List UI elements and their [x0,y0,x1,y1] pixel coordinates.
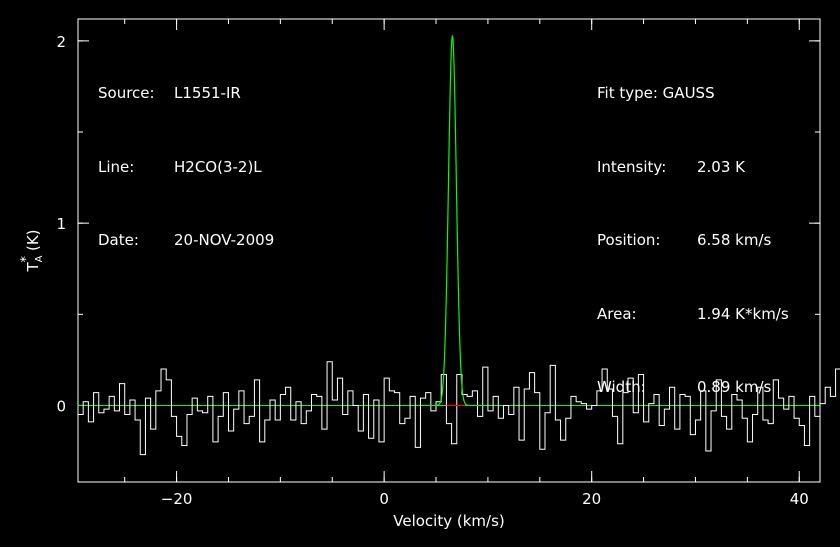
x-tick-label: 20 [582,490,601,508]
width-row: Width: 0.89 km/s [597,375,789,400]
plot-frame [77,18,821,483]
y-axis-label-main: T [24,262,42,273]
position-value: 6.58 km/s [697,231,772,249]
y-tick-label: 1 [56,215,66,233]
position-label: Position: [597,231,661,249]
date-label: Date: [98,231,139,249]
position-row: Position: 6.58 km/s [597,228,789,253]
source-value: L1551-IR [174,84,241,102]
date-row: Date: 20-NOV-2009 [98,228,274,253]
x-tick-label: 0 [379,490,389,508]
intensity-value: 2.03 K [697,157,746,176]
area-row: Area: 1.94 K*km/s [597,302,789,327]
observation-info: Source: L1551-IR Line: H2CO(3-2)L Date: 20-… [98,32,274,277]
date-value: 20-NOV-2009 [174,231,275,249]
line-value: H2CO(3-2)L [174,157,262,176]
fit-type: Fit type: GAUSS [597,84,715,102]
spectrum-histogram [78,361,840,456]
y-tick-label: 0 [56,397,66,415]
width-value: 0.89 km/s [697,378,772,396]
area-label: Area: [597,304,637,323]
axis-tick-labels: −20 0 20 40 0 1 2 [56,33,808,508]
x-tick-label: 40 [790,490,809,508]
y-axis-label-unit: (K) [24,229,42,251]
source-label: Source: [98,84,155,102]
svg-text:TA*(K): TA* (K) [19,229,45,272]
width-label: Width: [597,378,646,396]
fit-info: Fit type: GAUSS Intensity: 2.03 K Positio… [597,32,789,424]
area-value: 1.94 K*km/s [697,304,789,323]
y-axis-label-sup: * [19,256,34,263]
intensity-row: Intensity: 2.03 K [597,155,789,180]
line-row: Line: H2CO(3-2)L [98,155,274,180]
line-label: Line: [98,157,135,176]
y-axis-label: TA* (K) [19,229,45,272]
gaussian-fit-curve [421,35,484,407]
source-row: Source: L1551-IR [98,81,274,106]
x-tick-label: −20 [161,490,193,508]
y-tick-label: 2 [56,33,66,51]
intensity-label: Intensity: [597,157,667,176]
y-axis-label-sub: A [34,255,45,262]
x-axis-label: Velocity (km/s) [393,512,504,530]
